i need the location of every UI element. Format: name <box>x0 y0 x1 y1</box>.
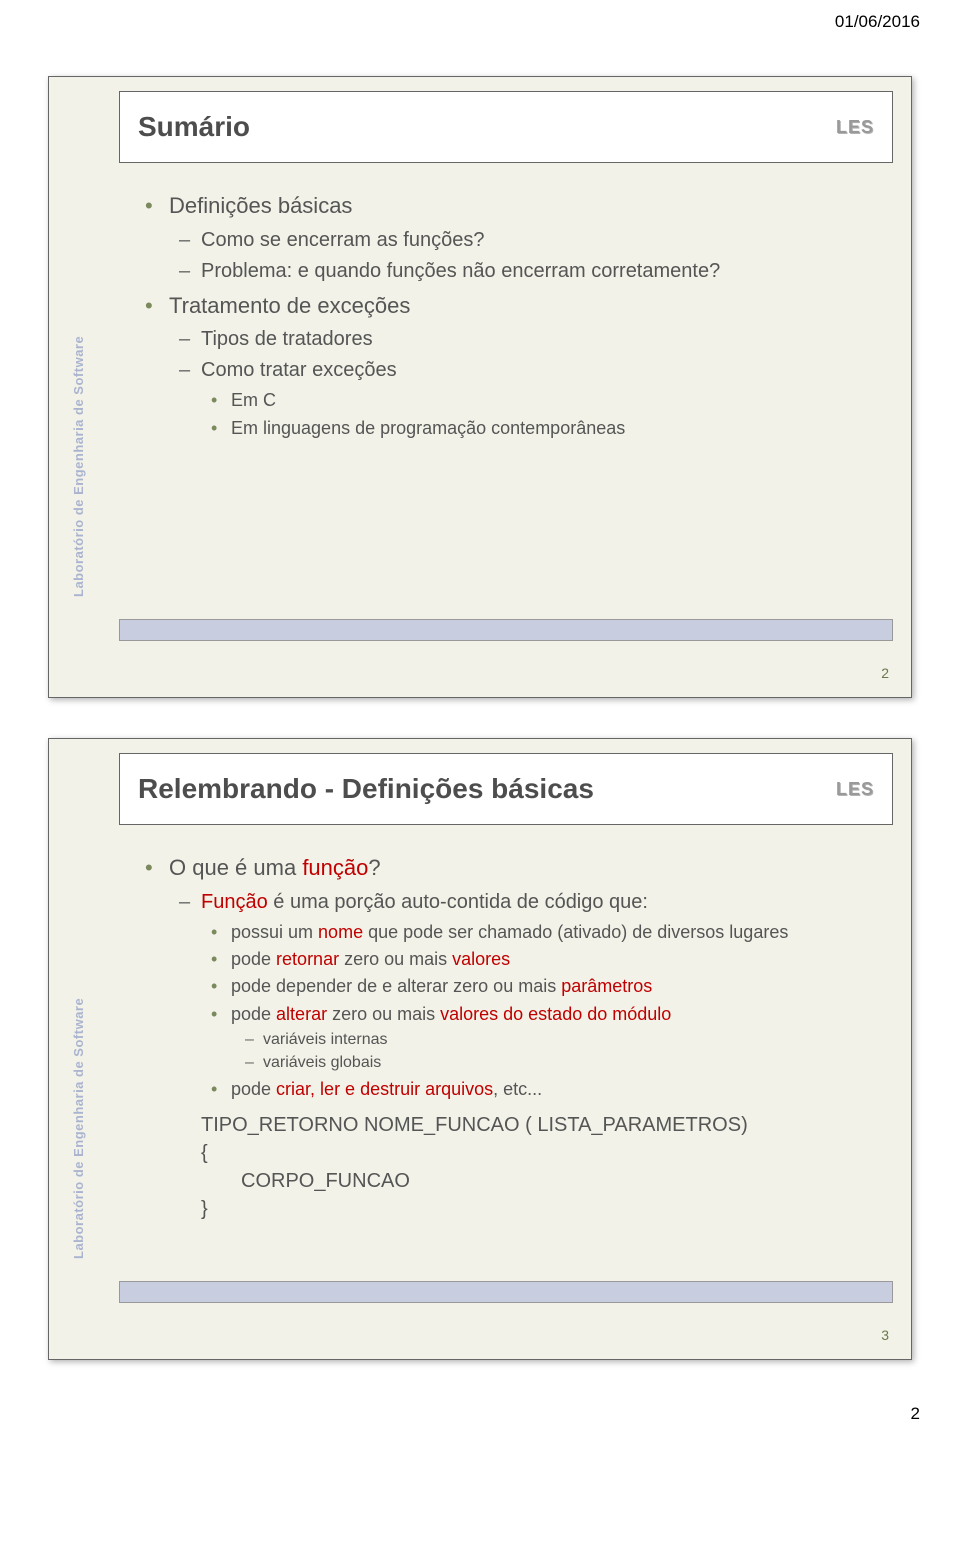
text: ? <box>368 855 380 880</box>
slide-number: 3 <box>881 1327 889 1343</box>
sidebar-label: Laboratório de Engenharia de Software <box>71 998 86 1259</box>
slide-title: Sumário <box>138 111 250 143</box>
code-line: } <box>201 1195 881 1223</box>
page-date: 01/06/2016 <box>0 0 960 36</box>
bullet-l3: possui um nome que pode ser chamado (ati… <box>211 920 881 944</box>
text: é uma porção auto-contida de código que: <box>268 891 648 913</box>
text-red: valores do estado do módulo <box>440 1004 671 1024</box>
text-red: Função <box>201 891 268 913</box>
text-red: função <box>302 855 368 880</box>
bullet-l3: pode alterar zero ou mais valores do est… <box>211 1002 881 1026</box>
les-logo: LES <box>836 779 874 800</box>
bullet-l3: pode criar, ler e destruir arquivos, etc… <box>211 1077 881 1101</box>
bullet-l4: variáveis internas <box>245 1029 881 1051</box>
text: pode <box>231 1004 276 1024</box>
code-line: CORPO_FUNCAO <box>201 1167 881 1195</box>
slide-content: Definições básicas Como se encerram as f… <box>145 191 881 440</box>
title-bar: Relembrando - Definições básicas LES <box>119 753 893 825</box>
page-number: 2 <box>0 1396 960 1436</box>
text: O que é uma <box>169 855 302 880</box>
text: pode <box>231 949 276 969</box>
sidebar-label: Laboratório de Engenharia de Software <box>71 336 86 597</box>
text-red: nome <box>318 922 363 942</box>
bullet-l3: Em C <box>211 388 881 412</box>
slide-title: Relembrando - Definições básicas <box>138 773 594 805</box>
text-red: criar, ler e destruir arquivos <box>276 1079 493 1099</box>
bullet-l2: Função é uma porção auto-contida de códi… <box>179 889 881 916</box>
text-red: alterar <box>276 1004 327 1024</box>
bullet-l1: Definições básicas <box>145 191 881 221</box>
text: zero ou mais <box>327 1004 440 1024</box>
bullet-l4: variáveis globais <box>245 1052 881 1074</box>
slide-number: 2 <box>881 665 889 681</box>
slide-1: Laboratório de Engenharia de Software Su… <box>48 76 912 698</box>
text: pode <box>231 1079 276 1099</box>
slide-2: Laboratório de Engenharia de Software Re… <box>48 738 912 1360</box>
bullet-l3: pode retornar zero ou mais valores <box>211 947 881 971</box>
text-red: valores <box>452 949 510 969</box>
slide-content: O que é uma função? Função é uma porção … <box>145 853 881 1223</box>
footer-stripe <box>119 619 893 641</box>
bullet-l2: Tipos de tratadores <box>179 326 881 353</box>
title-bar: Sumário LES <box>119 91 893 163</box>
code-block: TIPO_RETORNO NOME_FUNCAO ( LISTA_PARAMET… <box>201 1111 881 1223</box>
text-red: parâmetros <box>561 976 652 996</box>
bullet-l1: Tratamento de exceções <box>145 291 881 321</box>
les-logo: LES <box>836 117 874 138</box>
footer-stripe <box>119 1281 893 1303</box>
text: , etc... <box>493 1079 542 1099</box>
bullet-l3: pode depender de e alterar zero ou mais … <box>211 974 881 998</box>
text: que pode ser chamado (ativado) de divers… <box>363 922 788 942</box>
bullet-l2: Problema: e quando funções não encerram … <box>179 258 881 285</box>
text: possui um <box>231 922 318 942</box>
bullet-l3: Em linguagens de programação contemporân… <box>211 416 881 440</box>
text: zero ou mais <box>339 949 452 969</box>
code-line: { <box>201 1139 881 1167</box>
text-red: retornar <box>276 949 339 969</box>
text: pode depender de e alterar zero ou mais <box>231 976 561 996</box>
bullet-l1: O que é uma função? <box>145 853 881 883</box>
bullet-l2: Como se encerram as funções? <box>179 227 881 254</box>
code-line: TIPO_RETORNO NOME_FUNCAO ( LISTA_PARAMET… <box>201 1111 881 1139</box>
bullet-l2: Como tratar exceções <box>179 357 881 384</box>
